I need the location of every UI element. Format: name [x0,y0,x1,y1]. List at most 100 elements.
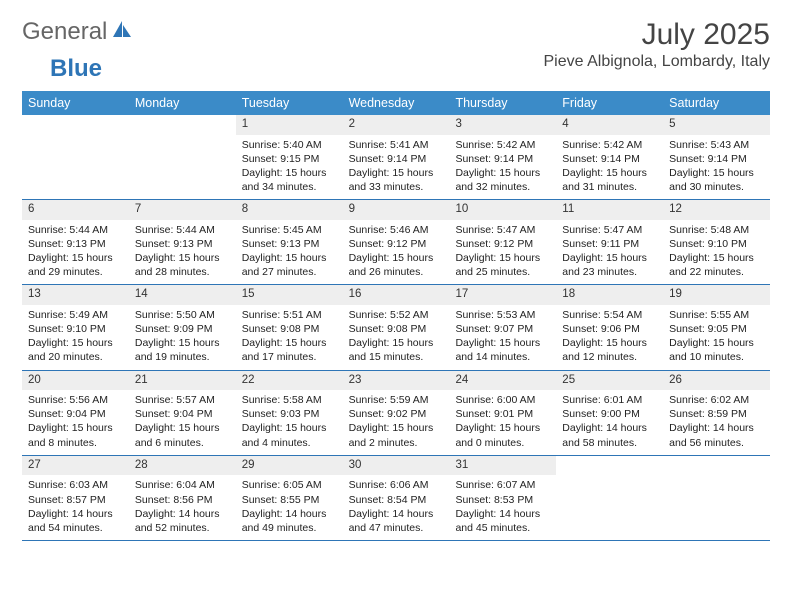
sunrise-text: Sunrise: 5:50 AM [135,308,230,322]
day-number: 16 [343,285,450,305]
sunset-text: Sunset: 9:04 PM [28,407,123,421]
calendar-cell: 29Sunrise: 6:05 AMSunset: 8:55 PMDayligh… [236,456,343,540]
daylight-text: Daylight: 14 hours and 45 minutes. [455,507,550,535]
day-number: 6 [22,200,129,220]
daylight-text: Daylight: 15 hours and 6 minutes. [135,421,230,449]
dayname-friday: Friday [556,91,663,115]
calendar-cell: 14Sunrise: 5:50 AMSunset: 9:09 PMDayligh… [129,285,236,369]
cell-body: Sunrise: 6:02 AMSunset: 8:59 PMDaylight:… [663,390,770,455]
calendar-week: 6Sunrise: 5:44 AMSunset: 9:13 PMDaylight… [22,200,770,285]
cell-body [556,475,663,483]
day-number: 19 [663,285,770,305]
logo-sail-icon [111,18,133,46]
sunset-text: Sunset: 9:14 PM [455,152,550,166]
calendar-cell: . [663,456,770,540]
day-number: 9 [343,200,450,220]
sunset-text: Sunset: 9:08 PM [242,322,337,336]
day-number: 11 [556,200,663,220]
cell-body [663,475,770,483]
sunset-text: Sunset: 9:12 PM [349,237,444,251]
cell-body: Sunrise: 6:03 AMSunset: 8:57 PMDaylight:… [22,475,129,540]
calendar-cell: 31Sunrise: 6:07 AMSunset: 8:53 PMDayligh… [449,456,556,540]
sunset-text: Sunset: 9:13 PM [28,237,123,251]
dayname-saturday: Saturday [663,91,770,115]
logo-text-blue: Blue [50,55,102,83]
sunrise-text: Sunrise: 5:49 AM [28,308,123,322]
sunset-text: Sunset: 9:06 PM [562,322,657,336]
daylight-text: Daylight: 15 hours and 19 minutes. [135,336,230,364]
daylight-text: Daylight: 15 hours and 15 minutes. [349,336,444,364]
calendar-cell: . [556,456,663,540]
calendar-cell: 10Sunrise: 5:47 AMSunset: 9:12 PMDayligh… [449,200,556,284]
calendar-cell: 21 Sunrise: 5:57 AMSunset: 9:04 PMDayligh… [129,371,236,455]
cell-body: Sunrise: 5:47 AMSunset: 9:11 PMDaylight:… [556,220,663,285]
cell-body: Sunrise: 6:04 AMSunset: 8:56 PMDaylight:… [129,475,236,540]
day-number: 22 [236,371,343,391]
sunrise-text: Sunrise: 5:58 AM [242,393,337,407]
sunrise-text: Sunrise: 5:44 AM [135,223,230,237]
daylight-text: Daylight: 14 hours and 54 minutes. [28,507,123,535]
daylight-text: Daylight: 15 hours and 8 minutes. [28,421,123,449]
sunset-text: Sunset: 9:13 PM [242,237,337,251]
calendar-cell: . [129,115,236,199]
daylight-text: Daylight: 15 hours and 22 minutes. [669,251,764,279]
sunrise-text: Sunrise: 5:57 AM [135,393,230,407]
calendar-cell: 19Sunrise: 5:55 AMSunset: 9:05 PMDayligh… [663,285,770,369]
sunset-text: Sunset: 9:07 PM [455,322,550,336]
day-number: 15 [236,285,343,305]
cell-body: Sunrise: 5:52 AMSunset: 9:08 PMDaylight:… [343,305,450,370]
day-number: 13 [22,285,129,305]
day-number: 1 [236,115,343,135]
sunset-text: Sunset: 9:11 PM [562,237,657,251]
calendar-page: General July 2025 Pieve Albignola, Lomba… [0,0,792,551]
sunrise-text: Sunrise: 5:44 AM [28,223,123,237]
cell-body: Sunrise: 6:01 AMSunset: 9:00 PMDaylight:… [556,390,663,455]
sunset-text: Sunset: 9:14 PM [349,152,444,166]
sunset-text: Sunset: 9:10 PM [669,237,764,251]
day-number: 8 [236,200,343,220]
cell-body: Sunrise: 6:06 AMSunset: 8:54 PMDaylight:… [343,475,450,540]
sunset-text: Sunset: 9:05 PM [669,322,764,336]
sunrise-text: Sunrise: 5:41 AM [349,138,444,152]
calendar-week: ..1Sunrise: 5:40 AMSunset: 9:15 PMDaylig… [22,115,770,200]
sunrise-text: Sunrise: 6:03 AM [28,478,123,492]
daylight-text: Daylight: 14 hours and 49 minutes. [242,507,337,535]
sunset-text: Sunset: 9:14 PM [562,152,657,166]
cell-body: Sunrise: 5:49 AMSunset: 9:10 PMDaylight:… [22,305,129,370]
sunrise-text: Sunrise: 5:43 AM [669,138,764,152]
day-number: 21 [129,371,236,391]
day-number: 25 [556,371,663,391]
calendar-cell: 11Sunrise: 5:47 AMSunset: 9:11 PMDayligh… [556,200,663,284]
sunset-text: Sunset: 9:03 PM [242,407,337,421]
sunrise-text: Sunrise: 6:07 AM [455,478,550,492]
calendar-cell: 2Sunrise: 5:41 AMSunset: 9:14 PMDaylight… [343,115,450,199]
dayname-sunday: Sunday [22,91,129,115]
daylight-text: Daylight: 15 hours and 23 minutes. [562,251,657,279]
cell-body: Sunrise: 5:46 AMSunset: 9:12 PMDaylight:… [343,220,450,285]
sunset-text: Sunset: 9:14 PM [669,152,764,166]
calendar-cell: 3Sunrise: 5:42 AMSunset: 9:14 PMDaylight… [449,115,556,199]
day-number: 31 [449,456,556,476]
sunrise-text: Sunrise: 5:56 AM [28,393,123,407]
sunset-text: Sunset: 9:04 PM [135,407,230,421]
sunrise-text: Sunrise: 6:06 AM [349,478,444,492]
sunset-text: Sunset: 9:09 PM [135,322,230,336]
cell-body: Sunrise: 5:53 AMSunset: 9:07 PMDaylight:… [449,305,556,370]
calendar-cell: 28Sunrise: 6:04 AMSunset: 8:56 PMDayligh… [129,456,236,540]
sunrise-text: Sunrise: 5:51 AM [242,308,337,322]
calendar-cell: 6Sunrise: 5:44 AMSunset: 9:13 PMDaylight… [22,200,129,284]
cell-body: Sunrise: 5:42 AMSunset: 9:14 PMDaylight:… [556,135,663,200]
sunrise-text: Sunrise: 5:47 AM [455,223,550,237]
sunset-text: Sunset: 8:57 PM [28,493,123,507]
calendar-cell: 25Sunrise: 6:01 AMSunset: 9:00 PMDayligh… [556,371,663,455]
daylight-text: Daylight: 14 hours and 52 minutes. [135,507,230,535]
dayname-tuesday: Tuesday [236,91,343,115]
daylight-text: Daylight: 15 hours and 4 minutes. [242,421,337,449]
sunset-text: Sunset: 9:12 PM [455,237,550,251]
day-number: 17 [449,285,556,305]
daylight-text: Daylight: 15 hours and 20 minutes. [28,336,123,364]
cell-body: Sunrise: 5:41 AMSunset: 9:14 PMDaylight:… [343,135,450,200]
calendar-cell: 1Sunrise: 5:40 AMSunset: 9:15 PMDaylight… [236,115,343,199]
sunrise-text: Sunrise: 6:04 AM [135,478,230,492]
day-number: 30 [343,456,450,476]
